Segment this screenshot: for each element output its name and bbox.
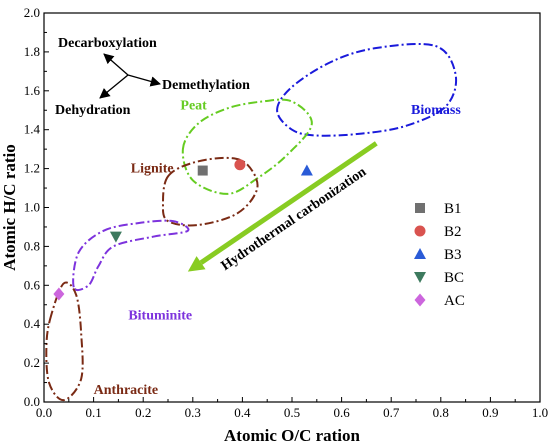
y-tick-label-10: 2.0 [24,5,40,20]
data-point-b2-0 [234,159,246,171]
region-label-anthracite: Anthracite [94,383,159,398]
x-tick-label-9: 0.9 [482,405,498,420]
x-axis-title: Atomic O/C ration [224,426,361,445]
region-outlines [45,42,458,402]
y-tick-label-6: 1.2 [24,161,40,176]
legend-label-b1: B1 [444,201,462,217]
x-tick-label-2: 0.2 [135,405,151,420]
legend-label-b3: B3 [444,247,462,263]
region-outline-bituminite [72,219,190,292]
legend: B1 B2 B3 BC AC [414,201,465,309]
region-label-biomass: Biomass [411,103,461,118]
data-point-bc-0 [109,231,122,243]
reaction-mechanism-diagram: Decarboxylation Demethylation Dehydration [55,36,250,118]
region-outline-anthracite [45,281,84,402]
region-label-lignite: Lignite [131,161,174,176]
legend-label-bc: BC [444,270,464,286]
y-tick-label-5: 1.0 [24,200,40,215]
x-tick-label-0: 0.0 [36,405,52,420]
y-tick-label-7: 1.4 [24,122,41,137]
data-point-ac-0 [53,287,65,301]
demethylation-arrow [127,74,162,87]
legend-label-b2: B2 [444,224,462,240]
decarboxylation-arrow [103,53,129,76]
x-tick-label-4: 0.4 [234,405,251,420]
y-tick-label-8: 1.6 [24,83,41,98]
region-outline-biomass [276,42,458,137]
region-outline-lignite [161,156,259,227]
hydrothermal-arrow: Hydrothermal carbonization [187,141,378,274]
x-tick-label-1: 0.1 [85,405,101,420]
legend-marker-ac [414,293,426,307]
legend-marker-b2 [414,225,426,237]
x-tick-label-8: 0.8 [433,405,449,420]
plot-axes: 0.0 0.1 0.2 0.3 0.4 0.5 0.6 0.7 0.8 0.9 1.0 0.0 0.2 0… [24,5,548,420]
y-tick-label-0: 0.0 [24,394,40,409]
data-point-b1-0 [197,165,208,176]
legend-marker-b3 [414,248,426,259]
legend-marker-b1 [415,203,425,213]
region-label-bituminite: Bituminite [128,308,192,323]
data-points [53,159,313,301]
hydrothermal-arrow-label: Hydrothermal carbonization [219,165,370,274]
x-tick-label-6: 0.6 [333,405,350,420]
hydrothermal-arrow-head [187,256,206,272]
x-tick-label-5: 0.5 [284,405,300,420]
region-outline-peat [181,98,313,195]
dehydration-arrow [99,74,129,99]
legend-marker-bc [414,272,426,283]
plot-frame [43,12,541,403]
y-tick-label-3: 0.6 [24,277,41,292]
region-label-peat: Peat [180,98,207,113]
mechanism-label-decarboxylation: Decarboxylation [58,36,157,51]
region-labels: Biomass Peat Lignite Bituminite Anthracite [94,98,462,398]
hydrothermal-arrow-shaft [199,141,378,265]
x-tick-label-7: 0.7 [383,405,400,420]
legend-label-ac: AC [444,293,465,309]
y-tick-label-1: 0.2 [24,355,40,370]
x-tick-label-3: 0.3 [185,405,201,420]
y-tick-label-4: 0.8 [24,238,40,253]
y-tick-label-9: 1.8 [24,44,40,59]
mechanism-label-demethylation: Demethylation [162,78,250,93]
data-point-b3-0 [300,164,313,176]
y-tick-label-2: 0.4 [24,316,41,331]
x-tick-label-10: 1.0 [532,405,548,420]
mechanism-label-dehydration: Dehydration [55,103,131,118]
y-axis-title: Atomic H/C ratio [0,144,19,271]
